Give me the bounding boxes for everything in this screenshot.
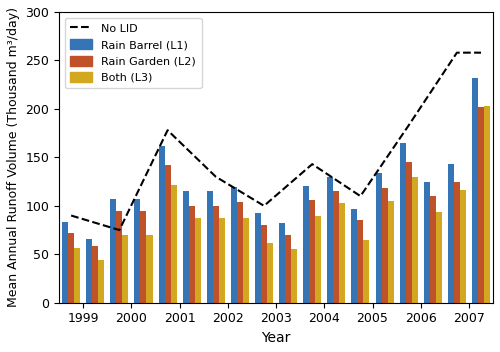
- Y-axis label: Mean Annual Runoff Volume (Thousand m³/day): Mean Annual Runoff Volume (Thousand m³/d…: [7, 7, 20, 307]
- Bar: [68, 233, 74, 303]
- Bar: [158, 146, 164, 303]
- Bar: [334, 191, 340, 303]
- Bar: [164, 165, 170, 303]
- Bar: [243, 219, 249, 303]
- Bar: [454, 182, 460, 303]
- Bar: [188, 206, 194, 303]
- Bar: [400, 143, 406, 303]
- X-axis label: Year: Year: [262, 331, 291, 345]
- Bar: [140, 211, 146, 303]
- Bar: [316, 215, 322, 303]
- Bar: [406, 162, 411, 303]
- Bar: [460, 190, 466, 303]
- Bar: [213, 206, 219, 303]
- Bar: [207, 191, 213, 303]
- Bar: [364, 240, 370, 303]
- Bar: [436, 212, 442, 303]
- Bar: [62, 222, 68, 303]
- Bar: [255, 213, 261, 303]
- Bar: [86, 239, 92, 303]
- Bar: [412, 177, 418, 303]
- Bar: [382, 188, 388, 303]
- Bar: [116, 211, 122, 303]
- Bar: [303, 187, 309, 303]
- Bar: [279, 223, 285, 303]
- Bar: [219, 219, 225, 303]
- Bar: [352, 209, 358, 303]
- Bar: [98, 260, 104, 303]
- Bar: [182, 191, 188, 303]
- Bar: [484, 106, 490, 303]
- Bar: [237, 202, 243, 303]
- Bar: [170, 186, 176, 303]
- Bar: [194, 219, 200, 303]
- Bar: [430, 196, 436, 303]
- Bar: [472, 78, 478, 303]
- Bar: [424, 182, 430, 303]
- Bar: [231, 187, 237, 303]
- Bar: [146, 235, 152, 303]
- Bar: [448, 164, 454, 303]
- Bar: [267, 243, 273, 303]
- Legend: No LID, Rain Barrel (L1), Rain Garden (L2), Both (L3): No LID, Rain Barrel (L1), Rain Garden (L…: [64, 18, 202, 88]
- Bar: [122, 235, 128, 303]
- Bar: [478, 107, 484, 303]
- Bar: [92, 246, 98, 303]
- Bar: [110, 199, 116, 303]
- Bar: [388, 201, 394, 303]
- Bar: [134, 199, 140, 303]
- Bar: [328, 177, 334, 303]
- Bar: [358, 220, 364, 303]
- Bar: [309, 200, 316, 303]
- Bar: [340, 203, 345, 303]
- Bar: [376, 173, 382, 303]
- Bar: [74, 247, 80, 303]
- Bar: [291, 250, 297, 303]
- Bar: [261, 225, 267, 303]
- Bar: [285, 235, 291, 303]
